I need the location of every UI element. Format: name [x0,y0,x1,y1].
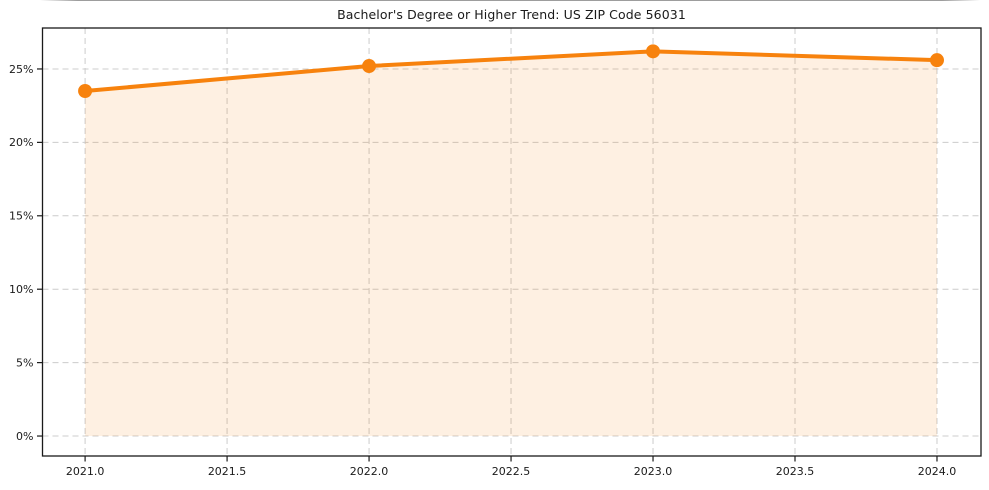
x-axis-tick-label: 2024.0 [918,465,957,478]
x-axis-tick-label: 2021.0 [66,465,105,478]
data-point-marker [929,53,944,68]
x-axis-tick-label: 2023.5 [776,465,815,478]
x-axis-tick-label: 2021.5 [208,465,247,478]
x-axis-tick-label: 2022.5 [492,465,531,478]
data-point-marker [78,83,93,98]
y-axis-tick-label: 10% [9,283,33,296]
plot-frame [41,27,982,457]
data-point-marker [646,44,661,59]
y-axis-tick-label: 5% [16,356,33,369]
y-axis-tick-label: 20% [9,136,33,149]
y-axis-tick-label: 25% [9,63,33,76]
figure-top-border [40,0,980,1]
chart-title: Bachelor's Degree or Higher Trend: US ZI… [337,7,686,22]
y-axis-tick-label: 15% [9,210,33,223]
trend-line [83,49,939,93]
x-axis-tick-label: 2022.0 [350,465,389,478]
x-axis-tick-label: 2023.0 [634,465,673,478]
data-point-marker [362,59,377,74]
y-axis-tick-label: 0% [16,430,33,443]
area-fill [85,51,937,437]
